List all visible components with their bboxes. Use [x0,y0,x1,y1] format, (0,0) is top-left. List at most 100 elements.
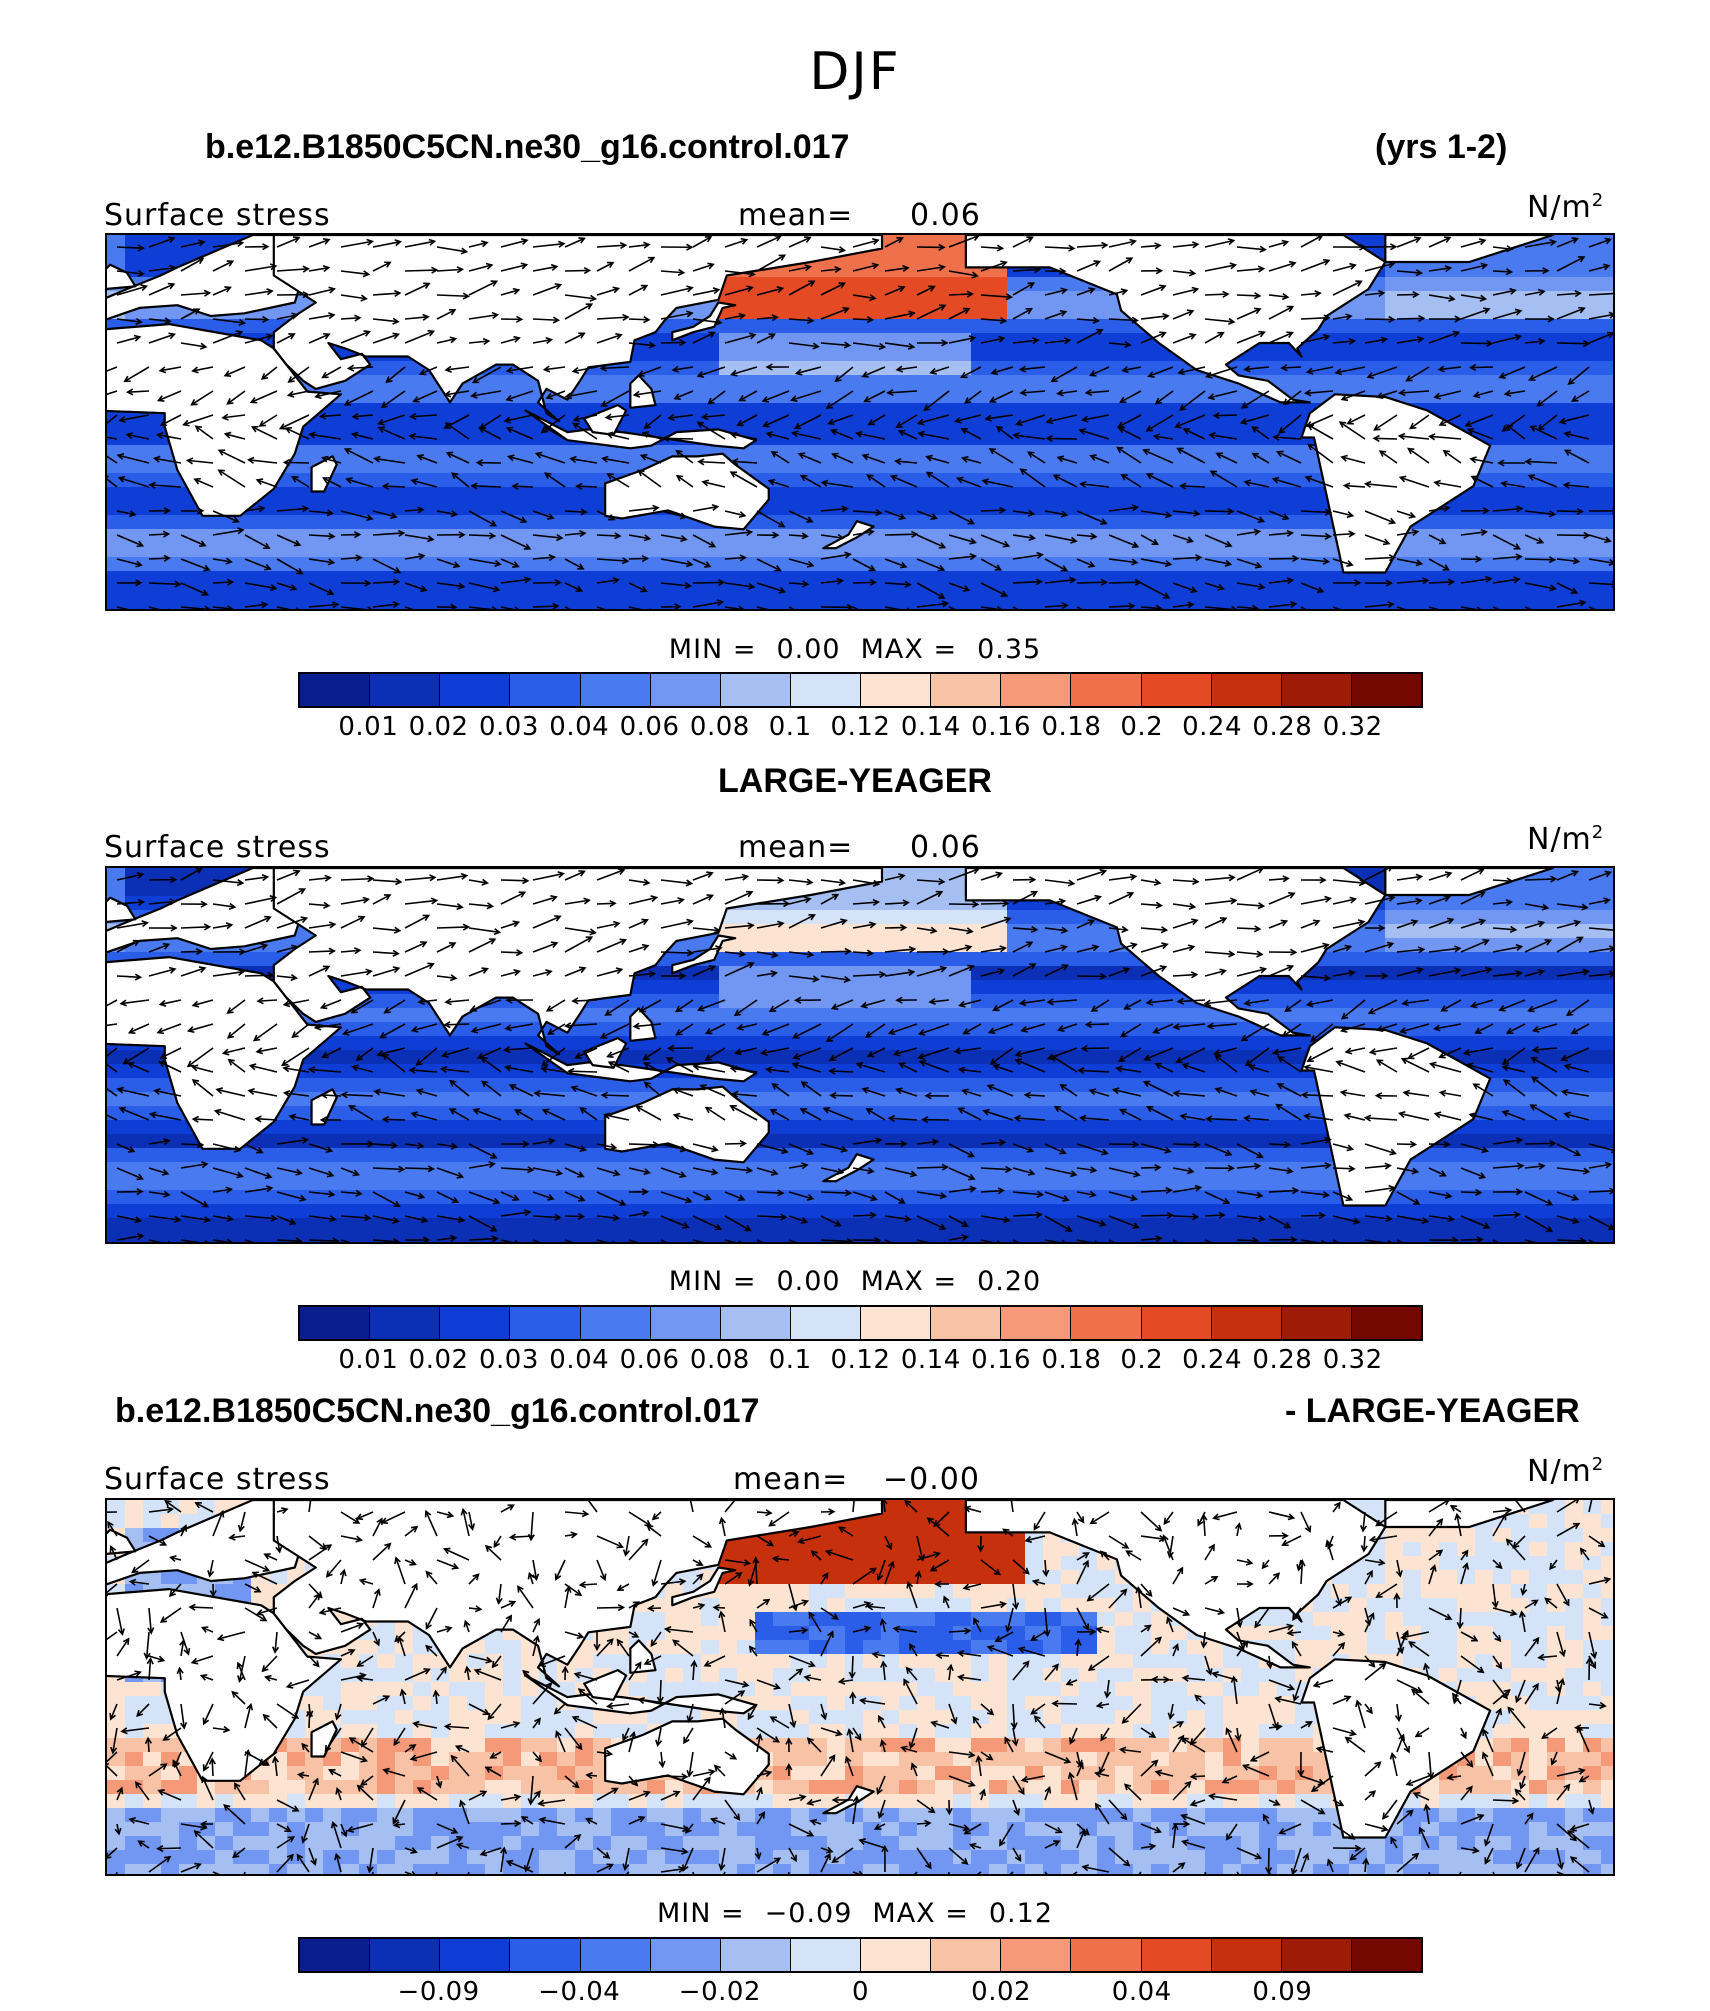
wind-vector [468,532,497,540]
field-cell [989,417,1008,432]
field-cell [1169,1078,1188,1093]
wind-vector [628,534,652,542]
field-cell [899,375,918,390]
field-cell [953,403,972,418]
field-cell [1385,938,1404,953]
field-cell [1511,473,1530,488]
field-cell [1277,599,1296,609]
field-cell [1205,1008,1224,1023]
field-cell [881,431,900,446]
field-cell [593,1148,612,1163]
wind-vector [1108,238,1137,248]
field-cell [755,347,774,362]
field-cell [341,1036,360,1051]
field-cell [323,599,342,609]
field-cell [1403,319,1422,334]
field-cell [1061,938,1080,953]
wind-vector [1236,330,1266,344]
field-cell [1439,333,1458,348]
wind-vector [1563,449,1590,464]
field-cell [1421,994,1440,1009]
field-cell [1007,543,1026,558]
field-cell [125,557,144,572]
field-cell [917,599,936,609]
wind-vector [707,390,726,405]
field-cell [1151,347,1170,362]
field-cell [287,1148,306,1163]
field-cell [1565,333,1584,348]
field-cell [1511,375,1530,390]
field-cell [377,1064,396,1079]
field-cell [305,1064,324,1079]
field-cell [1511,882,1530,897]
field-cell [1007,1022,1026,1037]
wind-vector [948,270,979,279]
field-cell [1133,333,1152,348]
field-cell [359,1008,378,1023]
wind-vector [1588,311,1613,320]
field-cell [791,994,810,1009]
field-cell [899,1148,918,1163]
field-cell [827,459,846,474]
wind-vector [1120,473,1142,488]
field-cell [1385,910,1404,925]
field-cell [683,980,702,995]
field-cell [917,1148,936,1163]
wind-vector [1567,366,1590,385]
field-cell [1151,1092,1170,1107]
field-cell [413,1092,432,1107]
field-cell [1079,1022,1098,1037]
wind-vector [1524,239,1557,248]
wind-vector [1240,390,1270,409]
field-cell [413,431,432,446]
field-cell [611,1162,630,1177]
field-cell [773,924,792,939]
field-cell [485,1176,504,1191]
wind-vector [788,342,820,350]
field-cell [1349,333,1368,348]
field-cell [521,585,540,600]
field-cell [1367,375,1386,390]
field-cell [1601,1106,1613,1121]
field-cell [719,543,738,558]
wind-vector [988,390,1014,403]
wind-vector [1497,459,1526,467]
wind-vector [1303,389,1334,397]
field-cell [539,473,558,488]
wind-vector [1305,366,1334,375]
field-cell [827,431,846,446]
field-cell [557,515,576,530]
field-cell [1601,571,1613,586]
field-cell [1007,557,1026,572]
wind-vector [1044,244,1076,252]
wind-vector [1012,308,1033,320]
field-cell [647,529,666,544]
field-cell [1331,375,1350,390]
wind-vector [1177,366,1206,376]
field-cell [359,557,378,572]
field-cell [917,235,936,250]
wind-vector [765,431,790,440]
wind-vector [1236,510,1266,523]
field-cell [1493,952,1512,967]
wind-vector [1179,390,1206,411]
wind-vector [1140,267,1164,275]
field-cell [1097,1092,1116,1107]
field-cell [179,501,198,516]
field-cell [1583,305,1602,320]
field-cell [377,1008,396,1023]
field-cell [449,1050,468,1065]
field-cell [845,431,864,446]
field-cell [1493,599,1512,609]
field-cell [1043,305,1062,320]
wind-vector [500,534,532,550]
wind-vector [436,246,469,255]
wind-vector [1012,282,1036,296]
wind-vector [1108,578,1143,586]
field-cell [1583,882,1602,897]
wind-vector [916,243,946,251]
field-cell [1169,375,1188,390]
field-cell [809,263,828,278]
field-cell [503,375,522,390]
field-cell [881,924,900,939]
